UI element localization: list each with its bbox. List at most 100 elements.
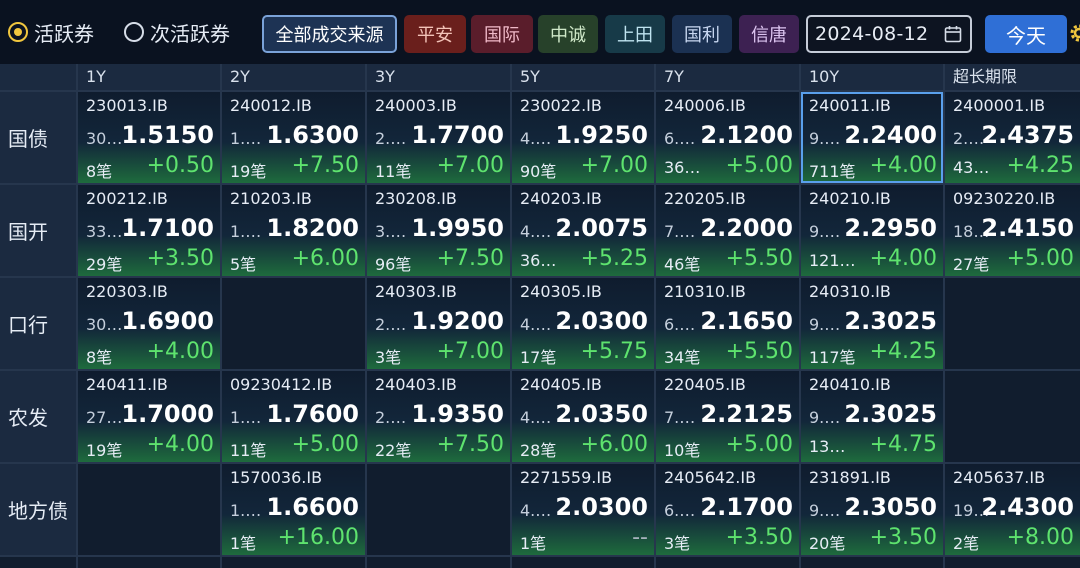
- quote-cell[interactable]: 220205.IB 7.… 2.2000 46笔 +5.50: [656, 185, 799, 276]
- yield-change: +4.00: [146, 432, 214, 457]
- quote-cell[interactable]: 2271559.IB 4.… 2.0300 1笔 --: [512, 464, 654, 555]
- gear-icon[interactable]: [1068, 22, 1080, 44]
- bond-code: 220303.IB: [86, 282, 168, 301]
- trade-count: 8笔: [86, 162, 113, 181]
- yield-price: 2.3025: [844, 400, 937, 428]
- column-header-超长期限[interactable]: 超长期限: [945, 64, 1080, 90]
- quote-cell[interactable]: 2400001.IB 2.… 2.4375 43… +4.25: [945, 92, 1080, 183]
- trade-count: 2笔: [953, 534, 980, 553]
- yield-change: +4.25: [1006, 153, 1074, 178]
- trade-amount: 2.…: [375, 129, 407, 148]
- radio-active-bonds[interactable]: 活跃券: [8, 12, 94, 52]
- bond-code: 240305.IB: [520, 282, 602, 301]
- quote-cell[interactable]: 240003.IB 2.… 1.7700 11笔 +7.00: [367, 92, 510, 183]
- quote-cell[interactable]: 231891.IB 9.… 2.3050 20笔 +3.50: [801, 464, 943, 555]
- quote-cell[interactable]: 09230220.IB 18… 2.4150 27笔 +5.00: [945, 185, 1080, 276]
- source-button-pingan[interactable]: 平安: [404, 15, 466, 53]
- column-header-5Y[interactable]: 5Y: [512, 64, 654, 90]
- trade-count: 43…: [953, 158, 990, 177]
- quote-cell[interactable]: 240303.IB 2.… 1.9200 3笔 +7.00: [367, 278, 510, 369]
- column-header-10Y[interactable]: 10Y: [801, 64, 943, 90]
- bond-code: 240405.IB: [520, 375, 602, 394]
- quote-cell[interactable]: 240210.IB 9.… 2.2950 121… +4.00: [801, 185, 943, 276]
- yield-price: 2.1200: [700, 121, 793, 149]
- date-picker[interactable]: 2024-08-12: [806, 15, 972, 53]
- bond-code: 240003.IB: [375, 96, 457, 115]
- column-header-2Y[interactable]: 2Y: [222, 64, 365, 90]
- source-button-zhongcheng[interactable]: 中诚: [538, 15, 598, 53]
- source-button-shangtian[interactable]: 上田: [605, 15, 665, 53]
- quote-cell[interactable]: 240310.IB 9.… 2.3025 117笔 +4.25: [801, 278, 943, 369]
- quote-cell[interactable]: 230013.IB 30… 1.5150 8笔 +0.50: [78, 92, 220, 183]
- trade-amount: 9.…: [809, 222, 841, 241]
- trade-amount: 9.…: [809, 408, 841, 427]
- quote-cell[interactable]: 210310.IB 6.… 2.1650 34笔 +5.50: [656, 278, 799, 369]
- row-label: 国开: [0, 185, 76, 276]
- source-button-guoji[interactable]: 国际: [471, 15, 533, 53]
- radio-active-label: 活跃券: [34, 21, 94, 46]
- trade-count: 1笔: [230, 534, 257, 553]
- bond-code: 240403.IB: [375, 375, 457, 394]
- quote-cell[interactable]: 220405.IB 7.… 2.2125 10笔 +5.00: [656, 371, 799, 462]
- quote-cell[interactable]: 200212.IB 33… 1.7100 29笔 +3.50: [78, 185, 220, 276]
- quote-cell[interactable]: 1570036.IB 1.… 1.6600 1笔 +16.00: [222, 464, 365, 555]
- quote-cell[interactable]: 240405.IB 4.… 2.0350 28笔 +6.00: [512, 371, 654, 462]
- empty-quote-cell: [945, 278, 1080, 369]
- bond-code: 09230220.IB: [953, 189, 1056, 208]
- column-header-3Y[interactable]: 3Y: [367, 64, 510, 90]
- today-button[interactable]: 今天: [985, 15, 1067, 53]
- bond-code: 240006.IB: [664, 96, 746, 115]
- quote-cell[interactable]: 240011.IB 9.… 2.2400 711笔 +4.00: [801, 92, 943, 183]
- yield-price: 2.2125: [700, 400, 793, 428]
- yield-price: 1.6300: [266, 121, 359, 149]
- trade-count: 27笔: [953, 255, 990, 274]
- quote-cell[interactable]: 220303.IB 30… 1.6900 8笔 +4.00: [78, 278, 220, 369]
- quote-cell[interactable]: 240411.IB 27… 1.7000 19笔 +4.00: [78, 371, 220, 462]
- trade-amount: 3.…: [375, 222, 407, 241]
- quote-cell[interactable]: 240410.IB 9.… 2.3025 13… +4.75: [801, 371, 943, 462]
- all-sources-button[interactable]: 全部成交来源: [262, 15, 397, 53]
- quote-cell[interactable]: 230022.IB 4.… 1.9250 90笔 +7.00: [512, 92, 654, 183]
- trade-count: 117笔: [809, 348, 856, 367]
- source-button-guoli[interactable]: 国利: [672, 15, 732, 53]
- trade-amount: 1.…: [230, 408, 262, 427]
- yield-price: 2.3025: [844, 307, 937, 335]
- bond-code: 240011.IB: [809, 96, 891, 115]
- bond-code: 2405642.IB: [664, 468, 757, 487]
- trade-amount: 6.…: [664, 501, 696, 520]
- radio-sub-active-bonds[interactable]: 次活跃券: [124, 12, 230, 52]
- trade-amount: 4.…: [520, 501, 552, 520]
- trade-count: 1笔: [520, 534, 547, 553]
- quote-cell[interactable]: 240403.IB 2.… 1.9350 22笔 +7.50: [367, 371, 510, 462]
- quote-cell[interactable]: 240203.IB 4.… 2.0075 36… +5.25: [512, 185, 654, 276]
- trade-count: 11笔: [375, 162, 412, 181]
- quote-cell[interactable]: 230208.IB 3.… 1.9950 96笔 +7.50: [367, 185, 510, 276]
- yield-change: +3.50: [146, 246, 214, 271]
- quote-cell[interactable]: 240006.IB 6.… 2.1200 36… +5.00: [656, 92, 799, 183]
- quote-cell[interactable]: 2405642.IB 6.… 2.1700 3笔 +3.50: [656, 464, 799, 555]
- trade-amount: 9.…: [809, 129, 841, 148]
- calendar-icon[interactable]: [944, 25, 962, 43]
- trade-amount: 6.…: [664, 315, 696, 334]
- column-header-7Y[interactable]: 7Y: [656, 64, 799, 90]
- yield-price: 2.1650: [700, 307, 793, 335]
- yield-change: +5.50: [725, 339, 793, 364]
- quote-cell[interactable]: 240305.IB 4.… 2.0300 17笔 +5.75: [512, 278, 654, 369]
- radio-selected-icon: [8, 22, 28, 42]
- yield-change: +7.50: [436, 246, 504, 271]
- trade-count: 36…: [520, 251, 557, 270]
- grid-divider: [220, 64, 222, 568]
- bond-code: 210310.IB: [664, 282, 746, 301]
- column-header-1Y[interactable]: 1Y: [78, 64, 220, 90]
- quote-cell[interactable]: 09230412.IB 1.… 1.7600 11笔 +5.00: [222, 371, 365, 462]
- quote-cell[interactable]: 240012.IB 1.… 1.6300 19笔 +7.50: [222, 92, 365, 183]
- grid-divider: [365, 64, 367, 568]
- grid-divider: [0, 369, 1080, 371]
- trade-count: 22笔: [375, 441, 412, 460]
- empty-quote-cell: [78, 464, 220, 555]
- quote-cell[interactable]: 2405637.IB 19… 2.4300 2笔 +8.00: [945, 464, 1080, 555]
- empty-quote-cell: [945, 371, 1080, 462]
- quote-cell[interactable]: 210203.IB 1.… 1.8200 5笔 +6.00: [222, 185, 365, 276]
- header-corner: [0, 64, 76, 90]
- source-button-xintang[interactable]: 信唐: [739, 15, 799, 53]
